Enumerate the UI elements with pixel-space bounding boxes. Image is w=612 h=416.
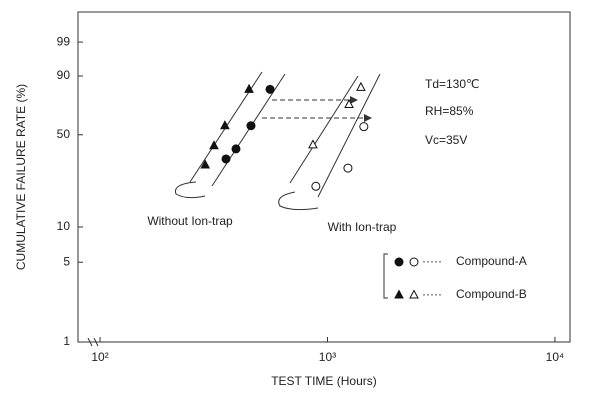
plot-frame [77,11,571,343]
data-point [265,84,275,94]
legend-marker [409,289,419,299]
data-point [209,140,219,150]
shift-arrows [262,96,372,122]
data-point [356,81,366,91]
data-point [311,181,321,191]
data-point [231,144,241,154]
y-tick-label: 90 [57,68,71,82]
x-tick-label: 10² [91,350,108,364]
x-axis-label: TEST TIME (Hours) [271,374,377,388]
axis-break [87,337,99,347]
y-tick-label: 1 [63,334,70,348]
annotation: Td=130℃ [425,77,480,91]
legend-dots: ····· [422,287,442,301]
data-point [308,139,318,149]
annotation: RH=85% [425,104,474,118]
data-point [244,83,254,93]
legend-marker [409,257,419,267]
y-tick-label: 5 [63,254,70,268]
y-tick-label: 99 [57,34,71,48]
data-point [200,159,211,169]
data-point [359,122,369,132]
data-point [246,121,256,131]
legend-label: Compound-A [456,254,527,268]
y-tick-label: 50 [57,127,71,141]
legend-bracket [383,253,388,299]
annotation: Vc=35V [425,133,467,147]
data-point [221,154,231,164]
data-point [343,163,353,173]
y-axis-label: CUMULATIVE FAILURE RATE (%) [14,84,28,270]
data-point [220,120,230,130]
y-tick-label: 10 [57,219,71,233]
legend-dots: ····· [422,254,442,268]
legend-marker [394,257,404,267]
x-tick-label: 10³ [319,350,336,364]
group-label: Without Ion-trap [147,214,233,228]
group-label: With Ion-trap [328,220,397,234]
legend-label: Compound-B [456,287,527,301]
x-tick-label: 10⁴ [546,350,565,364]
data-point [344,98,354,108]
fit-lines [174,71,381,211]
legend-marker [394,289,404,299]
